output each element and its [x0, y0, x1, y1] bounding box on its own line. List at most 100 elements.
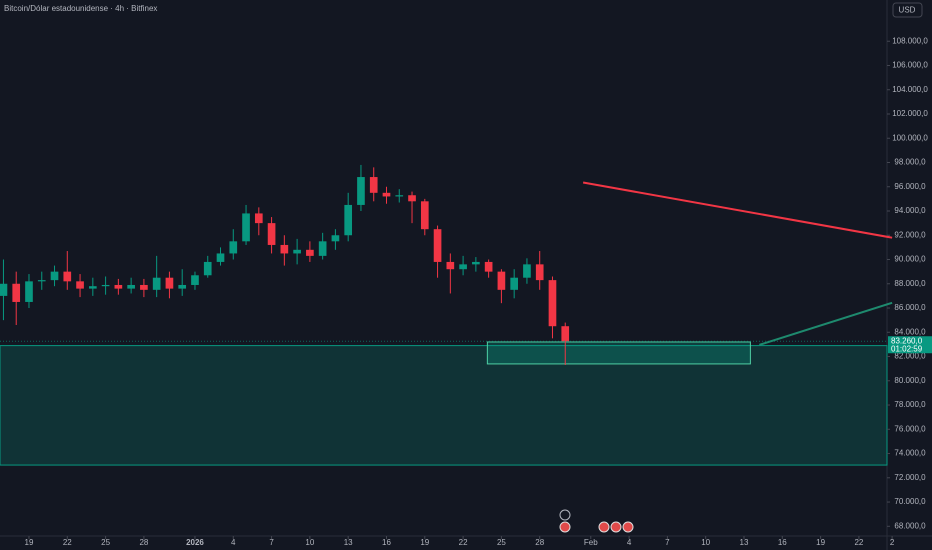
candle-body — [76, 281, 84, 289]
x-tick-label: 22 — [854, 538, 863, 547]
y-tick-label: 76.000,0 — [894, 424, 926, 433]
candle-body — [203, 261, 212, 276]
y-tick-label: 72.000,0 — [894, 473, 926, 482]
candle-body — [344, 204, 353, 236]
trend-line — [759, 301, 893, 346]
event-icon[interactable] — [598, 521, 610, 533]
candle-body — [357, 177, 365, 205]
x-tick-label: 19 — [25, 538, 34, 547]
candle-body — [484, 261, 493, 272]
candle-body — [229, 241, 238, 254]
y-tick-label: 88.000,0 — [894, 279, 926, 288]
x-tick-label: 2026 — [186, 538, 204, 547]
candles — [0, 164, 570, 366]
y-tick-label: 100.000,0 — [892, 133, 928, 142]
x-tick-label: 16 — [778, 538, 787, 547]
x-tick-label: 7 — [665, 538, 670, 547]
candle-body — [433, 229, 442, 262]
candle-body — [306, 249, 314, 256]
last-price-label: 83.260,0 — [891, 336, 923, 345]
candle-body — [535, 264, 544, 281]
x-tick-label: 25 — [497, 538, 506, 547]
candle-body — [140, 284, 148, 290]
x-tick-label: 19 — [420, 538, 429, 547]
event-icon[interactable] — [610, 521, 622, 533]
candle-body — [459, 264, 467, 270]
y-tick-label: 90.000,0 — [894, 255, 926, 264]
y-tick-label: 78.000,0 — [894, 400, 926, 409]
y-tick-label: 80.000,0 — [894, 376, 926, 385]
candle-body — [523, 264, 531, 278]
x-tick-label: 2 — [890, 538, 895, 547]
countdown-label: 01:02:59 — [891, 344, 923, 353]
candle-body — [318, 241, 327, 256]
candle-body — [497, 271, 506, 290]
currency-label[interactable]: USD — [899, 6, 916, 15]
y-tick-label: 84.000,0 — [894, 327, 926, 336]
candle-body — [510, 277, 519, 290]
x-tick-label: 10 — [701, 538, 710, 547]
candle-body — [548, 280, 557, 327]
x-tick-label: 22 — [63, 538, 72, 547]
x-tick-label: 25 — [101, 538, 110, 547]
candle-body — [254, 213, 263, 224]
trend-line — [582, 181, 893, 239]
x-tick-label: 13 — [740, 538, 749, 547]
candle-body — [114, 284, 123, 289]
y-tick-label: 96.000,0 — [894, 182, 926, 191]
x-tick-label: 28 — [139, 538, 148, 547]
y-tick-label: 82.000,0 — [894, 352, 926, 361]
x-tick-label: 28 — [535, 538, 544, 547]
y-tick-label: 102.000,0 — [892, 109, 928, 118]
candle-body — [0, 283, 8, 296]
candle-body — [331, 235, 340, 242]
candle-body — [395, 195, 404, 197]
candle-body — [88, 286, 97, 289]
candle-body — [242, 213, 250, 242]
x-tick-label: 16 — [382, 538, 391, 547]
candle-body — [37, 280, 46, 282]
candle-body — [165, 277, 174, 289]
x-tick-label: 4 — [627, 538, 632, 547]
axes: 68.000,0 70.000,0 72.000,0 74.000,0 76.000,0… — [0, 36, 932, 547]
candle-body — [472, 261, 480, 265]
y-tick-label: 104.000,0 — [892, 85, 928, 94]
x-tick-label: 13 — [344, 538, 353, 547]
y-tick-label: 70.000,0 — [894, 497, 926, 506]
y-tick-label: 92.000,0 — [894, 230, 926, 239]
demand-zone — [0, 345, 888, 466]
candle-body — [101, 284, 110, 287]
y-tick-label: 74.000,0 — [894, 449, 926, 458]
candle-body — [420, 201, 429, 230]
candle-body — [12, 283, 21, 302]
candle-body — [382, 192, 391, 197]
x-tick-label: Feb — [584, 538, 598, 547]
candle-body — [369, 177, 378, 193]
candle-body — [178, 284, 187, 289]
currency-button[interactable] — [892, 2, 923, 18]
y-tick-label: 98.000,0 — [894, 158, 926, 167]
candle-body — [267, 223, 276, 245]
x-tick-label: 7 — [269, 538, 274, 547]
candle-body — [408, 195, 416, 202]
candle-body — [50, 271, 59, 281]
candle-body — [216, 253, 225, 262]
y-tick-label: 68.000,0 — [894, 521, 926, 530]
candle-body — [152, 277, 161, 290]
x-tick-label: 4 — [231, 538, 236, 547]
x-tick-label: 22 — [459, 538, 468, 547]
candle-body — [446, 261, 455, 270]
event-icon[interactable] — [622, 521, 634, 533]
x-tick-label: 19 — [816, 538, 825, 547]
event-icons — [559, 509, 634, 533]
event-icon[interactable] — [559, 521, 571, 533]
candle-body — [293, 249, 301, 254]
candle-body — [191, 275, 199, 285]
y-tick-label: 86.000,0 — [894, 303, 926, 312]
event-icon[interactable] — [559, 509, 571, 521]
candle-body — [63, 271, 72, 282]
x-tick-label: 10 — [305, 538, 314, 547]
candle-body — [280, 244, 289, 254]
candle-body — [25, 281, 33, 302]
